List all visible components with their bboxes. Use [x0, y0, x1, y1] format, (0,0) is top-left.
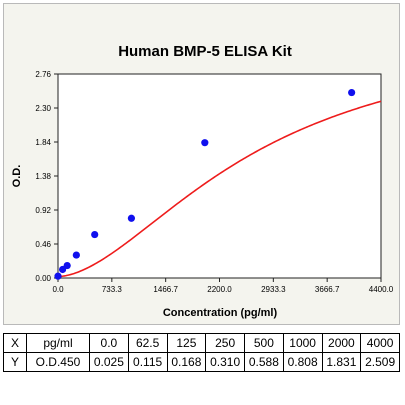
x-tick-label: 2200.0 [207, 285, 232, 294]
data-point [91, 230, 99, 239]
y-tick-label: 0.00 [35, 274, 51, 283]
table-cell: 0.168 [166, 352, 207, 372]
x-axis-ticks: 0.0 733.3 1466.7 2200.0 2933.3 3666.7 4400.0 [52, 278, 394, 294]
data-point [127, 214, 136, 222]
chart: Human BMP-5 ELISA Kit 0.0 733.3 1466.7 2200… [11, 43, 394, 319]
table-unit-cell: O.D.450 [26, 352, 90, 372]
table-cell: 500 [244, 333, 284, 353]
table-cell: 4000 [360, 333, 400, 353]
x-tick-label: 4400.0 [369, 285, 394, 294]
chart-title: Human BMP-5 ELISA Kit [118, 43, 292, 60]
table-unit-cell: pg/ml [26, 333, 90, 353]
table-cell: 0.115 [127, 352, 168, 372]
table-cell: 1000 [282, 333, 323, 353]
y-axis-ticks: 0.00 0.46 0.92 1.38 1.84 2.30 2.76 [35, 70, 58, 283]
fit-curve [57, 100, 382, 278]
table-cell: 62.5 [127, 333, 168, 353]
data-point [63, 261, 71, 270]
y-tick-label: 2.76 [35, 70, 51, 79]
plot-area [57, 73, 382, 279]
data-points [54, 88, 356, 280]
table-cell: 0.310 [205, 352, 245, 372]
x-tick-label: 733.3 [102, 285, 123, 294]
table-row-x: X pg/ml 0.0 62.5 125 250 500 1000 2000 4… [3, 333, 400, 353]
table-cell: 0.808 [282, 352, 323, 372]
data-point [54, 272, 62, 280]
data-point [72, 251, 80, 259]
x-tick-label: 3666.7 [315, 285, 340, 294]
y-tick-label: 2.30 [35, 104, 51, 113]
table-row-head: X [3, 333, 27, 353]
table-row-head: Y [3, 352, 27, 372]
y-axis-label: O.D. [11, 165, 23, 188]
x-axis-label: Concentration (pg/ml) [163, 307, 278, 319]
y-tick-label: 0.92 [35, 206, 51, 215]
table-cell: 250 [205, 333, 245, 353]
table-cell: 125 [166, 333, 207, 353]
y-tick-label: 1.84 [35, 138, 51, 147]
table-cell: 0.0 [89, 333, 129, 353]
table-cell: 2.509 [360, 352, 400, 372]
table-cell: 2000 [321, 333, 362, 353]
y-tick-label: 1.38 [35, 172, 51, 181]
x-tick-label: 0.0 [52, 285, 64, 294]
table-row-y: Y O.D.450 0.025 0.115 0.168 0.310 0.588 … [3, 352, 400, 372]
x-tick-label: 2933.3 [261, 285, 286, 294]
data-point [201, 139, 209, 147]
data-table: X pg/ml 0.0 62.5 125 250 500 1000 2000 4… [3, 333, 400, 372]
y-tick-label: 0.46 [35, 240, 51, 249]
x-tick-label: 1466.7 [153, 285, 178, 294]
table-cell: 1.831 [321, 352, 362, 372]
data-point [348, 88, 356, 97]
table-cell: 0.025 [89, 352, 129, 372]
table-cell: 0.588 [244, 352, 284, 372]
